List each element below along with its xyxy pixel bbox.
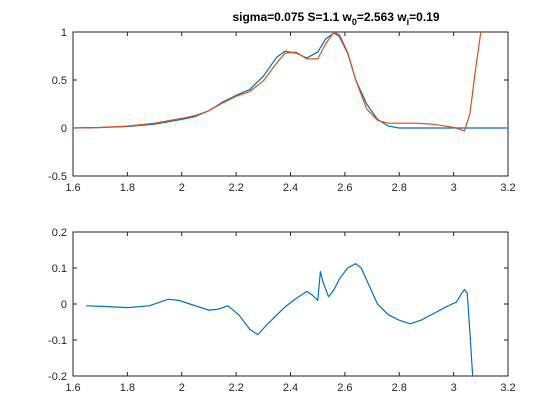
chart-title: sigma=0.075 S=1.1 w0=2.563 wi=0.19 <box>232 10 439 27</box>
bottom-series-line-1 <box>85 263 474 376</box>
top-plot-area <box>72 31 509 177</box>
bottom-x-tick-label: 2.8 <box>392 382 407 394</box>
top-x-tick-label: 2.4 <box>283 182 298 194</box>
bottom-x-tick-label: 2.6 <box>337 382 352 394</box>
bottom-x-tick-label: 3 <box>451 382 457 394</box>
bottom-y-tick-label: 0 <box>61 299 67 311</box>
top-series-line-1 <box>73 32 508 129</box>
bottom-x-tick-label: 2.2 <box>228 382 243 394</box>
top-x-tick-label: 2.2 <box>228 182 243 194</box>
top-x-tick-label: 2 <box>179 182 185 194</box>
bottom-y-tick-label: -0.1 <box>48 335 67 347</box>
top-y-tick-label: 0 <box>61 123 67 135</box>
bottom-y-tick-label: 0.2 <box>52 227 67 239</box>
title-subscript-2: i <box>407 17 410 27</box>
bottom-axes: 1.6 1.8 2 2.2 2.4 2.6 2.8 3 3.2 -0.2 -0.1 0 0.1 0.2 <box>48 227 516 394</box>
bottom-plot-area <box>72 231 509 377</box>
top-axes: 1.6 1.8 2 2.2 2.4 2.6 2.8 3 3.2 -0.5 0 0.5 1 <box>48 27 516 194</box>
top-y-tick-label: 0.5 <box>52 75 67 87</box>
bottom-x-tick-label: 1.6 <box>65 382 80 394</box>
bottom-y-tick-label: -0.2 <box>48 371 67 383</box>
top-x-tick-label: 2.6 <box>337 182 352 194</box>
title-text-part-1: sigma=0.075 S=1.1 w <box>232 10 352 24</box>
top-y-tick-label: -0.5 <box>48 171 67 183</box>
top-x-tick-label: 3.2 <box>500 182 515 194</box>
top-x-tick-label: 2.8 <box>392 182 407 194</box>
bottom-x-tick-label: 2.4 <box>283 382 298 394</box>
bottom-x-tick-label: 1.8 <box>120 382 135 394</box>
bottom-x-tick-label: 2 <box>179 382 185 394</box>
top-y-tick-label: 1 <box>61 27 67 39</box>
bottom-x-tick-label: 3.2 <box>500 382 515 394</box>
bottom-y-tick-label: 0.1 <box>52 263 67 275</box>
title-text-part-2: =2.563 w <box>357 10 407 24</box>
top-series-line-2 <box>73 32 482 132</box>
top-x-tick-label: 3 <box>451 182 457 194</box>
top-x-tick-label: 1.6 <box>65 182 80 194</box>
top-x-tick-label: 1.8 <box>120 182 135 194</box>
title-text-part-3: =0.19 <box>409 10 440 24</box>
title-subscript-1: 0 <box>352 17 357 27</box>
